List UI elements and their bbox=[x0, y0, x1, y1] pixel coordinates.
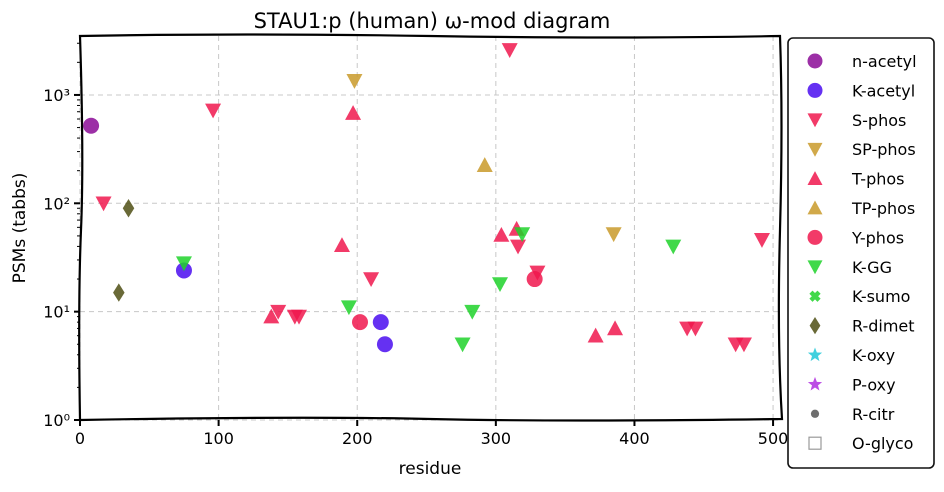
point-S-phos bbox=[510, 239, 527, 255]
point-n-acetyl bbox=[83, 117, 100, 134]
point-K-GG bbox=[340, 300, 357, 316]
legend-label-TP-phos: TP-phos bbox=[851, 199, 915, 218]
legend-marker-Y-phos bbox=[807, 229, 823, 245]
legend-marker-K-sumo bbox=[809, 290, 821, 302]
point-S-phos bbox=[753, 233, 770, 248]
y-tick-label: 10² bbox=[43, 194, 70, 213]
y-axis-label: PSMs (tabbs) bbox=[10, 173, 30, 284]
legend-marker-T-phos bbox=[807, 171, 823, 185]
legend-marker-K-acetyl bbox=[807, 82, 823, 98]
legend-label-R-citr: R-citr bbox=[852, 405, 895, 424]
point-S-phos bbox=[205, 103, 222, 119]
point-SP-phos bbox=[605, 227, 622, 243]
legend-marker-K-GG bbox=[807, 260, 823, 275]
legend-marker-R-dimet bbox=[809, 316, 821, 335]
point-K-acetyl bbox=[376, 336, 393, 353]
x-tick-label: 0 bbox=[75, 429, 85, 448]
legend-marker-SP-phos bbox=[807, 142, 823, 157]
legend-marker-TP-phos bbox=[807, 200, 823, 215]
point-SP-phos bbox=[346, 74, 363, 89]
legend-marker-n-acetyl bbox=[807, 53, 823, 69]
point-S-phos bbox=[95, 196, 112, 212]
point-K-GG bbox=[464, 304, 481, 320]
point-S-phos bbox=[735, 337, 752, 353]
legend-label-O-glyco: O-glyco bbox=[852, 434, 913, 453]
point-K-GG bbox=[454, 337, 471, 353]
point-K-GG bbox=[514, 227, 531, 243]
point-T-phos bbox=[263, 308, 280, 324]
x-tick-label: 500 bbox=[758, 429, 789, 448]
x-tick-label: 300 bbox=[481, 429, 512, 448]
point-R-dimet bbox=[122, 199, 135, 218]
point-Y-phos bbox=[526, 271, 543, 288]
point-TP-phos bbox=[476, 157, 493, 172]
point-Y-phos bbox=[352, 314, 368, 331]
legend-marker-P-oxy bbox=[807, 376, 823, 391]
x-tick-label: 200 bbox=[342, 429, 373, 448]
x-axis-label: residue bbox=[399, 459, 462, 479]
legend-label-K-acetyl: K-acetyl bbox=[852, 81, 915, 100]
point-K-GG bbox=[665, 239, 682, 255]
y-tick-label: 10⁰ bbox=[43, 411, 70, 430]
legend-label-T-phos: T-phos bbox=[851, 170, 905, 189]
point-S-phos bbox=[363, 272, 380, 288]
legend-marker-R-citr bbox=[810, 409, 820, 418]
point-S-phos bbox=[270, 304, 287, 320]
legend-marker-O-glyco bbox=[808, 436, 822, 450]
data-points bbox=[83, 43, 770, 353]
point-S-phos bbox=[291, 309, 308, 325]
point-T-phos bbox=[607, 320, 624, 336]
point-K-acetyl bbox=[372, 314, 389, 331]
legend-label-Y-phos: Y-phos bbox=[851, 228, 904, 247]
legend-label-K-oxy: K-oxy bbox=[852, 346, 895, 365]
plot-frame bbox=[78, 33, 784, 422]
legend: n-acetyl K-acetyl S-phos SP-phos T-phos TP-ph… bbox=[787, 37, 935, 469]
legend-label-n-acetyl: n-acetyl bbox=[852, 52, 917, 71]
legend-box bbox=[787, 37, 935, 469]
axis-ticks: 0 100 200 300 400 500 10⁰ 10¹ 10² 10³ bbox=[43, 42, 789, 448]
point-T-phos bbox=[345, 105, 362, 120]
point-T-phos bbox=[493, 226, 510, 242]
legend-label-K-GG: K-GG bbox=[852, 258, 892, 277]
legend-label-P-oxy: P-oxy bbox=[852, 375, 896, 394]
point-S-phos bbox=[501, 43, 518, 58]
legend-marker-S-phos bbox=[807, 113, 823, 128]
legend-label-S-phos: S-phos bbox=[852, 111, 906, 130]
point-R-dimet bbox=[113, 283, 125, 302]
point-S-phos bbox=[687, 321, 704, 337]
point-T-phos bbox=[333, 237, 350, 253]
y-tick-label: 10³ bbox=[43, 86, 70, 105]
x-tick-label: 400 bbox=[619, 429, 650, 448]
point-K-GG bbox=[492, 277, 508, 292]
point-T-phos bbox=[587, 327, 604, 343]
y-tick-label: 10¹ bbox=[43, 303, 70, 322]
point-K-GG bbox=[175, 256, 192, 272]
legend-label-R-dimet: R-dimet bbox=[852, 317, 915, 336]
grid-lines bbox=[79, 36, 780, 421]
legend-label-SP-phos: SP-phos bbox=[852, 140, 916, 159]
chart-title: STAU1:p (human) ω-mod diagram bbox=[254, 9, 611, 33]
x-tick-label: 100 bbox=[203, 429, 234, 448]
legend-marker-K-oxy bbox=[807, 347, 823, 362]
legend-label-K-sumo: K-sumo bbox=[852, 287, 910, 306]
